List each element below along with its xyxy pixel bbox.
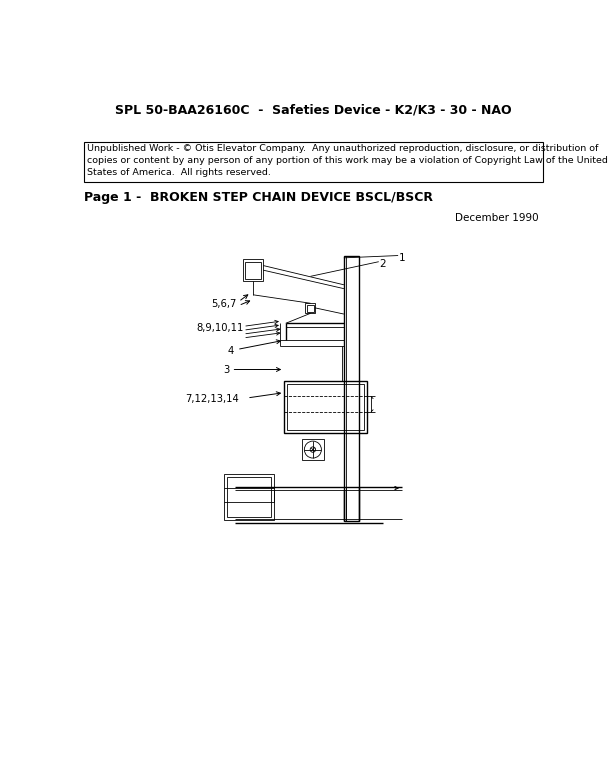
Bar	[224, 474, 274, 520]
Text: Page 1 -  BROKEN STEP CHAIN DEVICE BSCL/BSCR: Page 1 - BROKEN STEP CHAIN DEVICE BSCL/B…	[84, 191, 433, 204]
Bar	[305, 303, 315, 314]
Bar	[302, 439, 324, 461]
Bar	[84, 142, 543, 181]
Text: December 1990: December 1990	[455, 213, 539, 223]
Bar	[307, 305, 314, 312]
Text: 1: 1	[399, 253, 406, 264]
Bar	[284, 381, 367, 433]
Bar	[287, 384, 364, 430]
Text: 7,12,13,14: 7,12,13,14	[185, 394, 239, 404]
Text: 4: 4	[228, 346, 234, 357]
Text: 3: 3	[224, 365, 230, 375]
Text: 2: 2	[379, 260, 386, 269]
Text: SPL 50-BAA26160C  -  Safeties Device - K2/K3 - 30 - NAO: SPL 50-BAA26160C - Safeties Device - K2/…	[115, 103, 512, 116]
Text: 8,9,10,11: 8,9,10,11	[196, 323, 244, 333]
Bar	[227, 477, 271, 518]
Text: 5,6,7: 5,6,7	[211, 300, 237, 310]
Bar	[245, 262, 261, 278]
Text: Unpublished Work - © Otis Elevator Company.  Any unauthorized reproduction, disc: Unpublished Work - © Otis Elevator Compa…	[86, 144, 608, 178]
Bar	[243, 260, 263, 281]
Bar	[344, 256, 359, 521]
